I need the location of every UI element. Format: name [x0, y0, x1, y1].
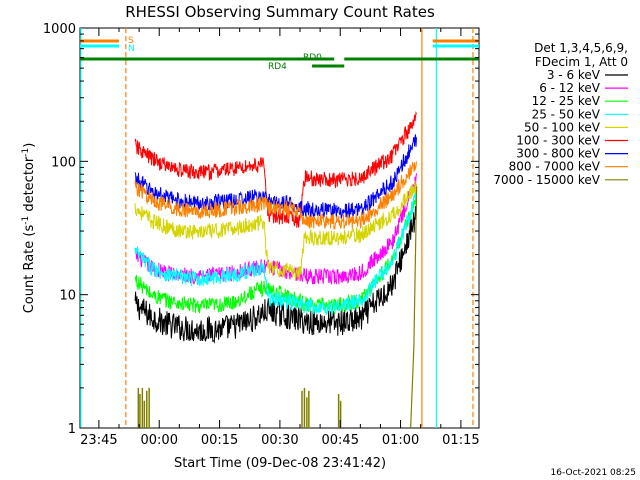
flag-label-s: S [128, 36, 134, 46]
legend-label-3: 25 - 50 keV [532, 107, 601, 121]
x-tick-label-3: 00:30 [261, 433, 298, 448]
legend-header-fdecim: FDecim 1, Att 0 [535, 55, 628, 69]
series-group [134, 111, 418, 429]
x-tick-label-1: 00:00 [141, 433, 178, 448]
series-line-0 [134, 204, 417, 344]
y-tick-label-1: 10 [59, 289, 76, 304]
flag-label-n: N [128, 44, 135, 54]
footer-timestamp: 16-Oct-2021 08:25 [551, 468, 636, 478]
series-rise-olive [410, 186, 418, 429]
y-tick-label-2: 100 [51, 155, 76, 170]
vertical-markers [80, 28, 474, 428]
flag-label-rd0: RD0 [303, 53, 322, 63]
plot-frame [79, 27, 480, 429]
series-line-5 [134, 111, 417, 228]
x-tick-label-0: 23:45 [80, 433, 117, 448]
legend-header-detectors: Det 1,3,4,5,6,9, [534, 41, 628, 55]
series-line-4 [134, 180, 417, 281]
legend-label-0: 3 - 6 keV [547, 68, 601, 82]
y-tick-label-0: 1 [68, 422, 76, 437]
legend-label-6: 300 - 800 keV [516, 147, 600, 161]
x-axis-ticks: 23:45 00:00 00:15 00:30 00:45 01:00 01:15 [80, 28, 480, 448]
y-axis-label: Count Rate (s-1 detector-1) [21, 143, 37, 314]
series-line-6 [134, 134, 417, 219]
x-tick-label-5: 01:00 [382, 433, 419, 448]
legend-label-8: 7000 - 15000 keV [493, 173, 600, 187]
flag-label-rd4: RD4 [268, 62, 287, 72]
legend-label-5: 100 - 300 keV [516, 134, 600, 148]
legend-label-7: 800 - 7000 keV [509, 160, 601, 174]
y-axis-ticks: 1 10 100 1000 [43, 22, 479, 437]
x-tick-label-6: 01:15 [442, 433, 479, 448]
series-line-7 [134, 161, 417, 230]
legend-label-4: 50 - 100 keV [524, 120, 601, 134]
legend-label-1: 6 - 12 keV [539, 81, 601, 95]
series-line-3 [134, 192, 417, 316]
chart-title: RHESSI Observing Summary Count Rates [125, 3, 435, 21]
x-axis-label: Start Time (09-Dec-08 23:41:42) [174, 456, 386, 471]
legend: Det 1,3,4,5,6,9, FDecim 1, Att 0 3 - 6 k… [493, 41, 628, 187]
plot-area: SN RD0 RD4 23:45 00:00 00:15 00:30 00:45 01:00 0… [43, 22, 480, 448]
y-tick-label-3: 1000 [43, 22, 76, 37]
x-tick-label-2: 00:15 [201, 433, 238, 448]
legend-label-2: 12 - 25 keV [532, 94, 601, 108]
flag-bars: SN RD0 RD4 [80, 36, 479, 72]
x-tick-label-4: 00:45 [322, 433, 359, 448]
